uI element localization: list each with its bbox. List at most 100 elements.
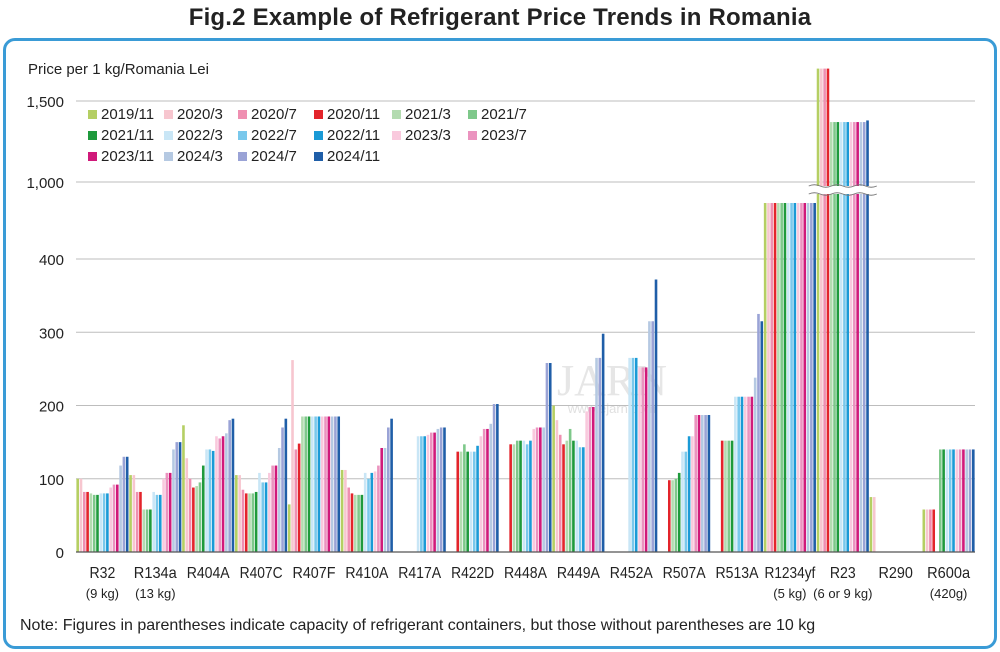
bar (668, 480, 671, 552)
legend-swatch (88, 152, 97, 161)
bar (264, 482, 268, 552)
legend-swatch (88, 131, 97, 140)
bar (496, 404, 499, 552)
bar (311, 416, 314, 552)
axis-break-mark (808, 184, 877, 196)
bar (185, 458, 189, 552)
bar (859, 122, 863, 552)
bar (555, 420, 559, 552)
bar (839, 122, 843, 552)
bar (512, 444, 516, 552)
y-axis-label: Price per 1 kg/Romania Lei (28, 61, 209, 78)
bar (598, 357, 602, 552)
bar (849, 122, 853, 552)
legend-swatch (468, 131, 477, 140)
bar (192, 487, 195, 552)
bar (314, 416, 317, 552)
bar (631, 357, 635, 552)
bar (211, 450, 215, 552)
legend-label: 2024/11 (327, 148, 380, 165)
x-tick-sublabel: (5 kg) (773, 586, 806, 601)
bar (806, 203, 810, 552)
bar (337, 416, 341, 552)
bar (463, 444, 466, 552)
x-tick-label: R417A (398, 565, 441, 582)
bar (707, 415, 711, 552)
bar (76, 478, 79, 552)
bar (102, 493, 106, 552)
bar (221, 436, 225, 552)
bar (367, 478, 370, 552)
bar (786, 203, 790, 552)
bar (813, 203, 816, 552)
bar (228, 420, 231, 552)
bar (575, 440, 579, 552)
legend-label: 2024/3 (177, 148, 223, 165)
bar (215, 436, 218, 552)
bar (380, 447, 383, 552)
bar (591, 406, 595, 552)
legend-label: 2020/7 (251, 106, 297, 123)
break-gap (808, 186, 877, 194)
bar (820, 68, 823, 552)
bar (251, 493, 255, 552)
bar (750, 396, 754, 552)
legend-swatch (392, 131, 401, 140)
bar (433, 432, 436, 552)
bar (135, 491, 139, 552)
legend-swatch (468, 110, 477, 119)
bar (684, 451, 688, 552)
bar (383, 447, 387, 552)
legend-label: 2020/3 (177, 106, 223, 123)
bar (872, 497, 876, 552)
bar (767, 203, 770, 552)
bar (552, 405, 555, 552)
bar (205, 449, 208, 552)
bar (344, 469, 347, 552)
bar (115, 484, 119, 552)
bar (730, 440, 734, 552)
bar (165, 472, 169, 552)
bar (149, 509, 152, 552)
y-tick-labels: 0 100 200 300 400 1,000 1,500 (26, 94, 64, 562)
bar (284, 418, 288, 552)
bar (525, 444, 529, 552)
bar (962, 449, 965, 552)
bar (853, 122, 856, 552)
bar (172, 449, 175, 552)
bar (968, 449, 972, 552)
bar (548, 363, 552, 552)
bar (704, 415, 707, 552)
bar (423, 436, 426, 552)
bar (727, 440, 731, 552)
y-tick-label: 1,500 (26, 94, 64, 111)
bar (241, 489, 245, 552)
x-tick-label: R1234yf (764, 565, 815, 582)
bar (542, 427, 545, 552)
bar (572, 440, 575, 552)
legend-swatch (314, 152, 323, 161)
bar (145, 509, 149, 552)
bar (737, 396, 740, 552)
bar (125, 456, 129, 552)
bar (86, 491, 89, 552)
bar (258, 472, 261, 552)
bar (965, 449, 969, 552)
bar (588, 406, 592, 552)
bar (122, 456, 126, 552)
legend-label: 2023/11 (101, 148, 154, 165)
legend-label: 2020/11 (327, 106, 380, 123)
bar (651, 321, 655, 552)
bar (862, 122, 866, 552)
legend: 2019/11 2020/3 2020/7 2020/11 2021/3 2021/7 20… (88, 106, 527, 165)
bar (843, 122, 846, 552)
bar (757, 313, 760, 552)
legend-swatch (392, 110, 401, 119)
x-tick-label: R134a (134, 565, 177, 582)
bar (89, 493, 93, 552)
bar (261, 482, 265, 552)
bar (182, 425, 185, 552)
legend-swatch (164, 152, 173, 161)
bar (948, 449, 952, 552)
bar (634, 357, 638, 552)
